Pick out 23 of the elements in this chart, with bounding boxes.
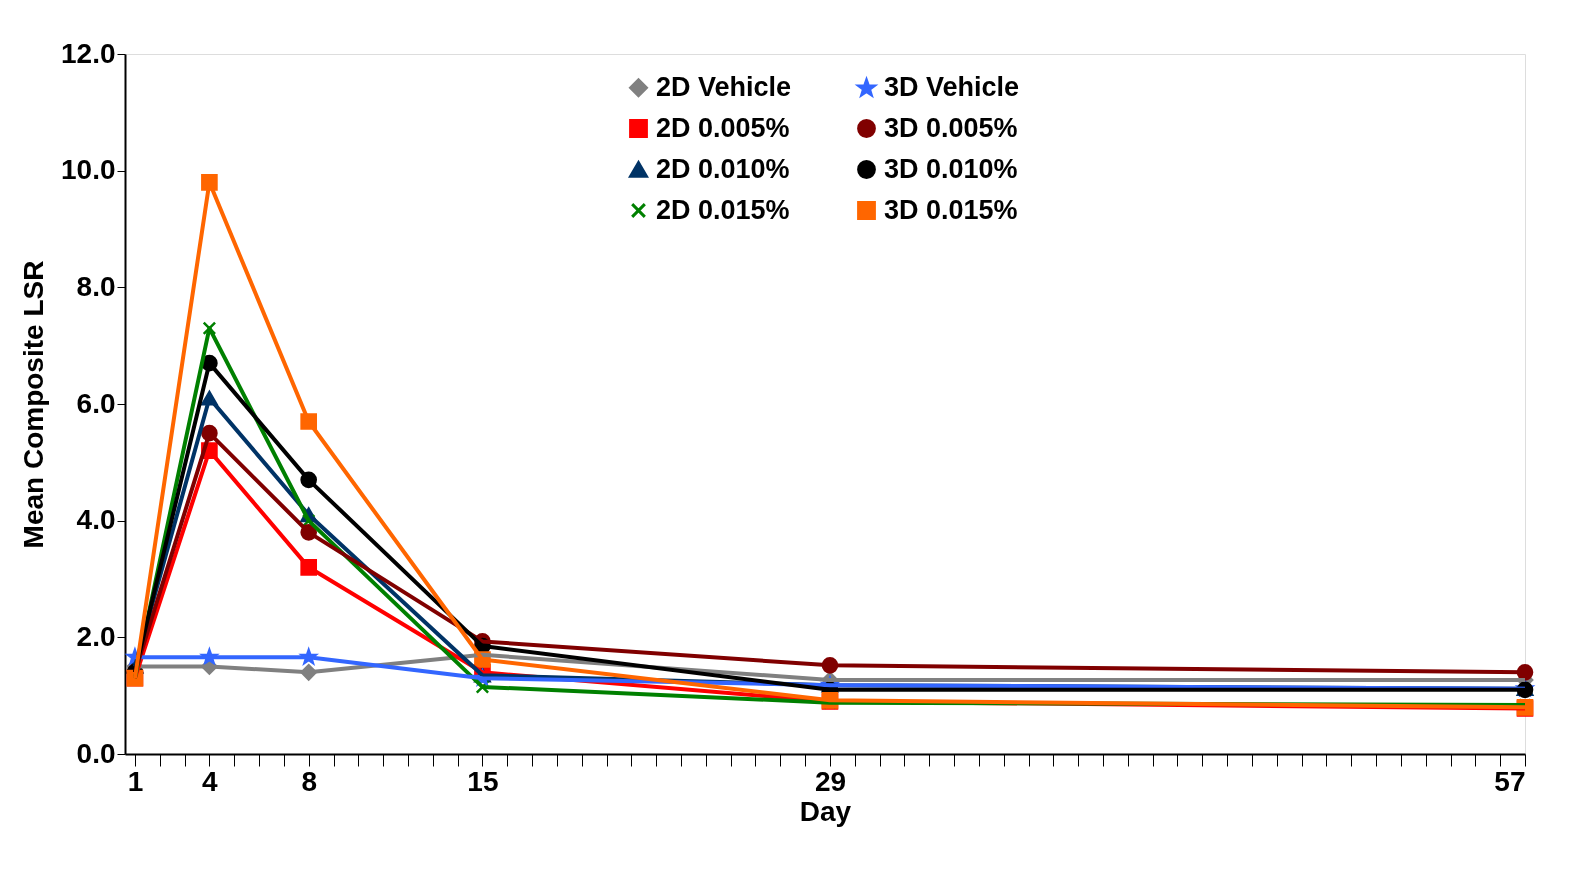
y-tick-label: 4.0 xyxy=(76,504,116,536)
x-tick-label: 29 xyxy=(814,765,847,797)
y-tick-label: 0.0 xyxy=(76,737,116,769)
legend-label: 2D 0.010% xyxy=(656,153,790,184)
x-tick-label: 15 xyxy=(467,765,499,797)
legend-label: 2D 0.005% xyxy=(656,112,790,143)
x-tick-label: 57 xyxy=(1494,765,1526,797)
legend-label: 2D Vehicle xyxy=(656,71,792,102)
legend-label: 3D 0.015% xyxy=(884,194,1018,225)
x-tick-label: 8 xyxy=(301,765,317,797)
legend-label: 3D 0.005% xyxy=(884,112,1018,143)
y-tick-label: 6.0 xyxy=(76,387,116,419)
legend-label: 3D 0.010% xyxy=(884,153,1018,184)
x-tick-label: 1 xyxy=(127,765,144,797)
legend-label: 2D 0.015% xyxy=(656,194,790,225)
y-tick-label: 2.0 xyxy=(76,620,116,652)
legend-label: 3D Vehicle xyxy=(884,72,1020,103)
x-axis-title: Day xyxy=(799,795,852,827)
x-tick-label: 4 xyxy=(202,765,219,797)
y-tick-label: 12.0 xyxy=(61,37,116,69)
y-tick-label: 10.0 xyxy=(61,154,116,186)
y-tick-label: 8.0 xyxy=(76,270,116,302)
y-axis-title: Mean Composite LSR xyxy=(18,260,49,549)
